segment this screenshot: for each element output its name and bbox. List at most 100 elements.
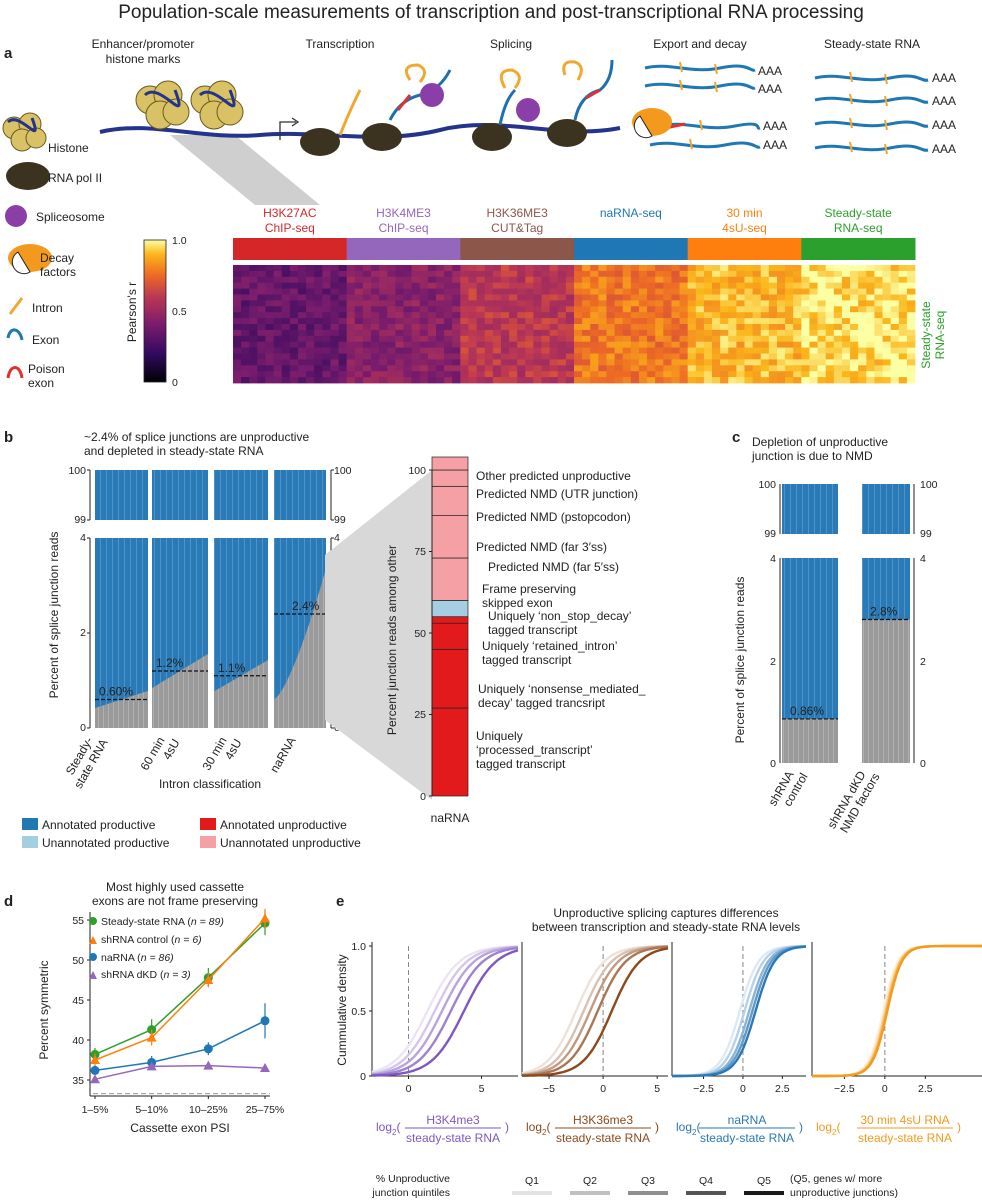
- y-tick: 2: [770, 656, 776, 668]
- legend-histone: Histone: [48, 141, 89, 155]
- heatmap-cell: [850, 335, 859, 343]
- legend-poison-2: exon: [28, 376, 54, 390]
- heatmap-cell: [606, 371, 615, 378]
- ratio-numerator: naRNA: [728, 1113, 767, 1127]
- heatmap-cell: [841, 294, 851, 301]
- heatmap-cell: [273, 288, 283, 295]
- heatmap-cell: [858, 294, 867, 301]
- heatmap-cell: [679, 265, 689, 272]
- heatmap-cell: [371, 324, 380, 331]
- heatmap-cell: [444, 335, 453, 343]
- heatmap-cell: [898, 359, 908, 366]
- heatmap-cell: [671, 353, 680, 360]
- heatmap-cell: [858, 341, 867, 348]
- series-line: [94, 917, 266, 1061]
- heatmap-cell: [419, 318, 429, 325]
- bar-unproductive: [95, 691, 148, 728]
- heatmap-cell: [314, 347, 323, 354]
- y-tick: 99: [764, 528, 776, 540]
- heatmap-cell: [338, 359, 348, 366]
- y-tick-right: 4: [334, 532, 340, 544]
- heatmap-cell: [638, 365, 648, 372]
- heatmap-cell: [874, 265, 883, 272]
- heatmap-cell: [590, 377, 599, 384]
- heatmap-cell: [898, 300, 908, 307]
- ratio-log-label: log2(: [816, 1120, 840, 1137]
- heatmap-cell: [533, 365, 542, 372]
- heatmap-cell: [444, 347, 453, 354]
- heatmap-cell: [484, 359, 494, 366]
- heatmap-cell: [744, 318, 754, 325]
- heatmap-cell: [565, 371, 575, 378]
- heatmap-cell: [314, 341, 323, 348]
- heatmap-cell: [435, 294, 445, 301]
- polya-tail: AAA: [763, 119, 787, 133]
- y-tick-label: 35: [72, 1075, 84, 1087]
- heatmap-cell: [655, 276, 664, 284]
- heatmap-cell: [249, 312, 258, 319]
- heatmap-cell: [866, 359, 875, 366]
- ratio-paren-close: ): [655, 1120, 659, 1134]
- heatmap-cell: [314, 335, 323, 343]
- heatmap-cell: [817, 329, 827, 337]
- heatmap-cell: [801, 335, 810, 343]
- heatmap-cell: [760, 306, 770, 313]
- heatmap-cell: [776, 265, 786, 272]
- quintile-label: Q3: [641, 1175, 655, 1187]
- heatmap-cell: [598, 300, 607, 307]
- x-tick-label: 10–25%: [189, 1104, 228, 1116]
- heatmap-cell: [785, 306, 794, 313]
- heatmap-cell: [850, 365, 859, 372]
- cdf-curve: [371, 945, 519, 1076]
- heatmap-cell: [281, 312, 291, 319]
- heatmap-cell: [574, 377, 583, 384]
- heatmap-cell: [387, 371, 396, 378]
- heatmap-cell: [622, 318, 632, 325]
- heatmap-cell: [703, 329, 713, 337]
- y-tick-label: 45: [72, 995, 84, 1007]
- data-point: [90, 1065, 100, 1075]
- heatmap-cell: [582, 341, 591, 348]
- heatmap-cell: [598, 282, 607, 289]
- heatmap-cell: [866, 335, 875, 343]
- zoom-wedge: [325, 470, 432, 800]
- heatmap-cell: [679, 300, 689, 307]
- heatmap-cell: [265, 276, 274, 284]
- heatmap-cell: [898, 306, 908, 313]
- stack-label: skipped exon: [482, 596, 553, 610]
- heatmap-cell: [728, 341, 737, 348]
- heatmap-cell: [728, 377, 737, 384]
- heatmap-cell: [500, 365, 510, 372]
- polya-tail: AAA: [932, 142, 956, 156]
- heatmap-cell: [492, 306, 502, 313]
- heatmap-cell: [249, 329, 258, 337]
- heatmap-cell: [703, 347, 713, 354]
- heatmap-cell: [882, 312, 892, 319]
- heatmap-cell: [500, 288, 510, 295]
- heatmap-cell: [793, 276, 802, 284]
- legend-poison-1: Poison: [28, 362, 65, 376]
- panel-d-title: Most highly used cassette: [106, 880, 244, 894]
- heatmap-cell: [476, 359, 486, 366]
- heatmap-cell: [257, 270, 266, 278]
- heatmap-cell: [703, 377, 713, 384]
- polya-tail: AAA: [932, 94, 956, 108]
- heatmap-cell: [760, 288, 770, 295]
- heatmap-cell: [322, 365, 331, 372]
- assay-color-block: [801, 238, 916, 260]
- heatmap-cell: [850, 347, 859, 354]
- heatmap-cell: [858, 300, 867, 307]
- heatmap-cell: [695, 377, 705, 384]
- heatmap-cell: [233, 282, 242, 289]
- heatmap-cell: [744, 312, 754, 319]
- heatmap-cell: [776, 353, 786, 360]
- heatmap-cell: [330, 288, 339, 295]
- heatmap-cell: [655, 318, 664, 325]
- heatmap-cell: [695, 371, 705, 378]
- heatmap-cell: [752, 353, 762, 360]
- heatmap-cell: [444, 300, 453, 307]
- heatmap-cell: [671, 300, 680, 307]
- heatmap-cell: [289, 306, 299, 313]
- heatmap-cell: [435, 318, 445, 325]
- heatmap-cell: [460, 329, 469, 337]
